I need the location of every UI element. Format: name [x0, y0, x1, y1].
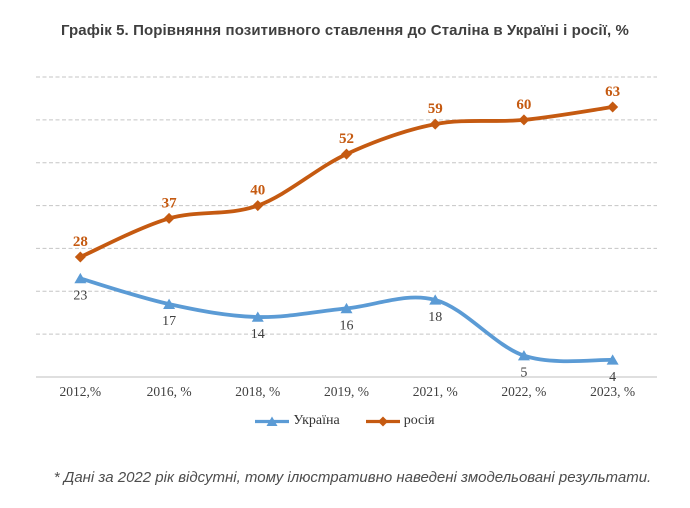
triangle-marker-ukraine — [606, 354, 619, 365]
data-point-label: 4 — [609, 370, 616, 385]
series-line-russia — [78, 105, 615, 259]
data-point-label: 5 — [520, 366, 527, 381]
data-point-label: 17 — [162, 314, 176, 329]
diamond-marker-russia — [518, 114, 530, 126]
chart-footnote: * Дані за 2022 рік відсутні, тому ілюстр… — [53, 469, 652, 486]
data-point-label: 18 — [428, 310, 442, 325]
x-axis-label: 2016, % — [147, 384, 192, 399]
legend-entry-ukraine: Україна — [255, 413, 340, 429]
x-axis-label: 2021, % — [413, 384, 458, 399]
x-axis-label: 2018, % — [235, 384, 280, 399]
chart-legend: Україна росія — [0, 413, 690, 429]
diamond-marker-russia — [163, 212, 175, 224]
triangle-marker-ukraine — [340, 302, 353, 314]
legend-line-triangle-icon — [255, 416, 290, 426]
data-point-label: 59 — [428, 101, 443, 117]
legend-line-diamond-icon — [365, 416, 400, 426]
triangle-marker-ukraine — [74, 272, 87, 284]
diamond-marker-russia — [607, 101, 619, 113]
data-point-label: 60 — [516, 97, 531, 113]
x-axis-label: 2022, % — [501, 384, 546, 399]
x-axis-label: 2023, % — [590, 384, 635, 399]
data-point-label: 28 — [73, 234, 88, 250]
data-point-label: 37 — [162, 195, 178, 211]
triangle-marker-ukraine — [163, 298, 176, 309]
triangle-marker-ukraine — [517, 350, 530, 361]
data-point-label: 52 — [339, 131, 354, 147]
chart-title: Графік 5. Порівняння позитивного ставлен… — [61, 22, 629, 39]
diamond-marker-russia — [74, 251, 86, 263]
data-point-label: 16 — [340, 318, 354, 333]
data-point-label: 14 — [251, 327, 265, 342]
diamond-marker-russia — [252, 200, 264, 212]
triangle-marker-ukraine — [429, 294, 442, 305]
diamond-marker-russia — [341, 148, 352, 160]
legend-label-ukraine: Україна — [293, 413, 340, 428]
triangle-marker-ukraine — [251, 311, 264, 322]
data-point-label: 63 — [605, 84, 620, 100]
x-axis-label: 2019, % — [324, 384, 369, 399]
data-point-label: 23 — [73, 288, 87, 303]
legend-entry-russia: росія — [365, 413, 435, 429]
diamond-marker-russia — [429, 118, 441, 130]
x-axis-label: 2012,% — [60, 384, 102, 399]
data-point-label: 40 — [250, 183, 265, 199]
line-chart: 2012,% 2016, % 2018, % 2019, % 2021, % 2022, … — [36, 76, 657, 399]
legend-label-russia: росія — [403, 413, 435, 428]
